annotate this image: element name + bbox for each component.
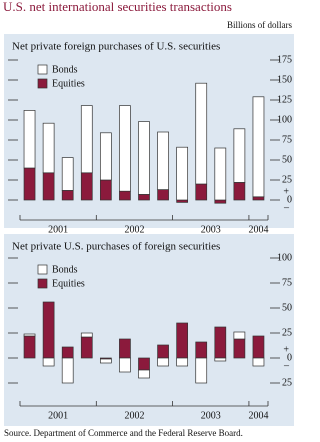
bar-segment: [252, 335, 265, 359]
sign-label: –: [283, 202, 290, 213]
x-group-label: 2002: [124, 224, 144, 235]
y-tick-label: 75: [282, 277, 292, 288]
bar-segment: [80, 172, 93, 201]
bar-segment: [42, 122, 55, 174]
bar-segment: [252, 96, 265, 198]
y-tick-label: 75: [282, 134, 292, 145]
bar-segment: [119, 357, 131, 373]
bar-segment: [138, 369, 150, 379]
bar-segment: [214, 326, 227, 359]
bar-segment: [233, 128, 246, 183]
y-tick-label: 0: [287, 352, 292, 363]
bar-segment: [195, 82, 208, 185]
sign-label: –: [283, 360, 290, 371]
bar-segment: [252, 196, 265, 201]
bar-segment: [119, 105, 131, 192]
bar-segment: [99, 358, 112, 364]
bar-segment: [138, 194, 150, 201]
x-group-label: 2001: [48, 224, 68, 235]
bar-segment: [157, 344, 169, 359]
panel-title: Net private U.S. purchases of foreign se…: [12, 241, 220, 253]
bar-segment: [214, 357, 227, 362]
bar-segment: [233, 182, 246, 201]
sign-label: +: [283, 186, 289, 197]
legend-label: Equities: [52, 78, 85, 89]
y-tick-label: 150: [277, 74, 292, 85]
bar-segment: [23, 335, 36, 359]
chart: U.S. net international securities transa…: [3, 0, 294, 438]
y-tick-label: 100: [277, 114, 292, 125]
bar-segment: [195, 183, 208, 201]
x-group-label: 2003: [201, 224, 221, 235]
bar-segment: [80, 332, 93, 338]
bar-segment: [195, 341, 208, 359]
bar-segment: [42, 301, 55, 359]
bar-segment: [157, 189, 169, 201]
bar-segment: [80, 336, 93, 359]
bar-segment: [138, 121, 150, 195]
y-tick-label: 50: [282, 302, 292, 313]
bar-segment: [214, 147, 227, 201]
x-group-label: 2001: [48, 410, 68, 421]
x-group-label: 2004: [248, 224, 268, 235]
bar-segment: [252, 357, 265, 367]
bar-segment: [23, 333, 36, 337]
legend-swatch: [37, 64, 48, 75]
y-tick-label: 125: [277, 94, 292, 105]
bar-segment: [176, 146, 189, 201]
x-group-label: 2002: [124, 410, 144, 421]
bar-segment: [119, 190, 131, 201]
bar-segment: [233, 331, 246, 340]
bar-segment: [195, 357, 208, 384]
y-tick-label: 25: [282, 377, 292, 388]
source-note: Source. Department of Commerce and the F…: [4, 428, 243, 438]
bar-segment: [157, 131, 169, 190]
bar-segment: [214, 199, 227, 204]
y-tick-label: 50: [282, 154, 292, 165]
bar-segment: [176, 322, 189, 359]
bar-segment: [61, 157, 74, 191]
bar-segment: [42, 357, 55, 367]
y-tick-label: 25: [282, 174, 292, 185]
legend-label: Bonds: [52, 64, 78, 75]
bar-segment: [23, 110, 36, 169]
bar-segment: [233, 338, 246, 359]
x-group-label: 2004: [248, 410, 268, 421]
legend-label: Equities: [52, 278, 85, 289]
bar-segment: [61, 346, 74, 359]
bar-segment: [176, 357, 189, 367]
bar-segment: [119, 338, 131, 359]
legend-swatch: [37, 78, 48, 89]
bar-segment: [99, 132, 112, 181]
legend-swatch: [37, 278, 48, 289]
y-tick-label: 0: [287, 194, 292, 205]
x-group-label: 2003: [201, 410, 221, 421]
bar-segment: [138, 357, 150, 371]
page-title: U.S. net international securities transa…: [3, 0, 232, 14]
bar-segment: [80, 105, 93, 174]
y-tick-label: 25: [282, 327, 292, 338]
bar-segment: [61, 357, 74, 384]
legend-label: Bonds: [52, 264, 78, 275]
y-tick-label: 100: [277, 252, 292, 263]
bar-segment: [157, 357, 169, 367]
sign-label: +: [283, 344, 289, 355]
legend-swatch: [37, 264, 48, 275]
bar-segment: [61, 190, 74, 201]
y-tick-label: 175: [277, 54, 292, 65]
bar-segment: [99, 179, 112, 201]
bar-segment: [23, 167, 36, 201]
bar-segment: [42, 172, 55, 201]
bar-segment: [176, 199, 189, 203]
unit-label: Billions of dollars: [227, 20, 292, 30]
panel-title: Net private foreign purchases of U.S. se…: [12, 41, 220, 53]
